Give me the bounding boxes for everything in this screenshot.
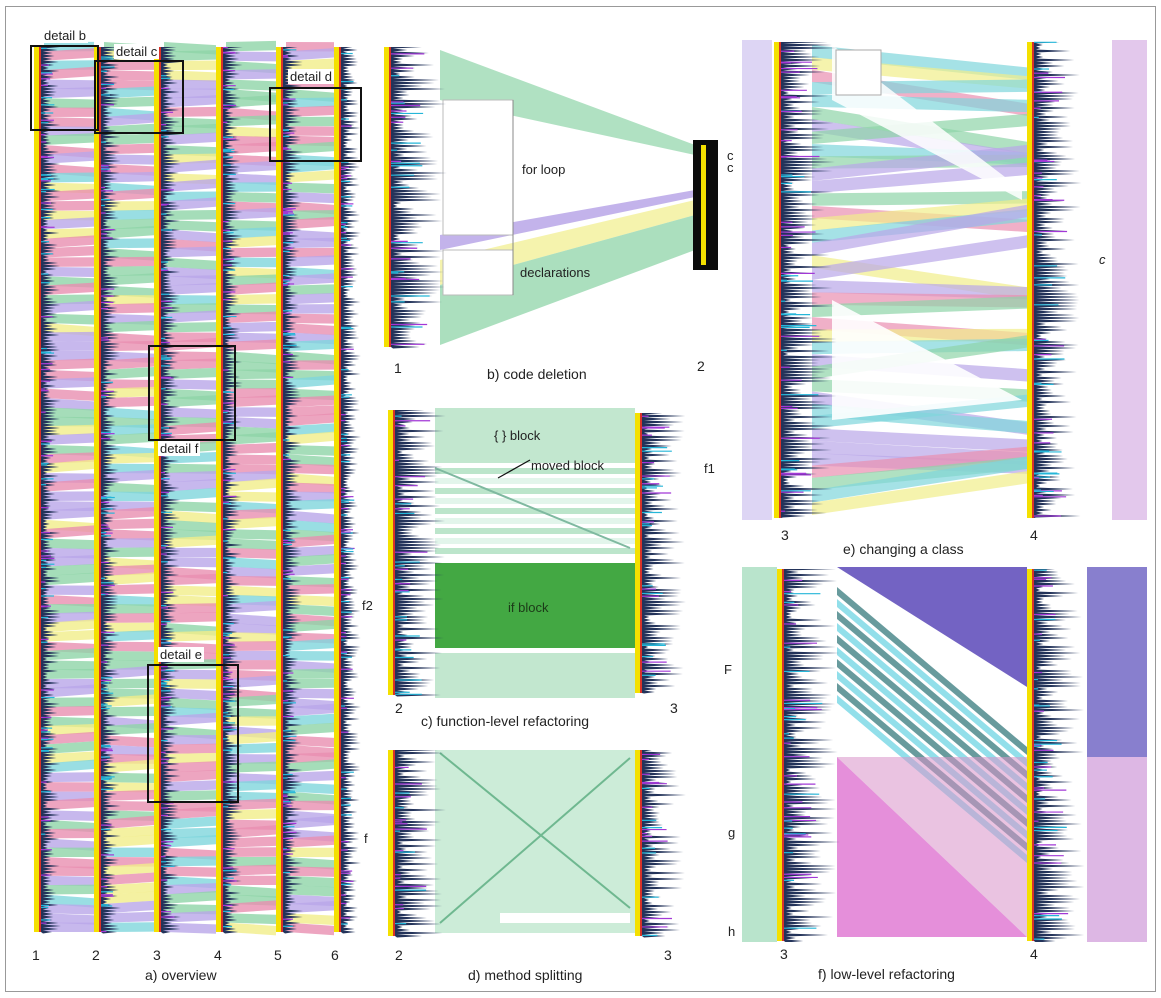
panel-e-side-label-top: c: [727, 148, 734, 163]
detail-d-box[interactable]: [269, 87, 362, 162]
panel-d-side-label-f: f: [364, 831, 368, 846]
overview-column-strip: [94, 47, 121, 934]
panel-b-caption: b) code deletion: [487, 366, 587, 382]
overview-column-label: 1: [32, 947, 40, 963]
overview-column-label: 5: [274, 947, 282, 963]
low-level-refactoring-panel: [742, 567, 1147, 942]
panel-e-caption: e) changing a class: [843, 541, 964, 557]
deletion-right-strip: [693, 140, 718, 270]
overview-flow-bands: [44, 41, 94, 933]
figure-border: [5, 6, 1156, 992]
panel-f-side-label: F: [724, 662, 732, 677]
function-refactoring-panel: [380, 408, 720, 698]
panel-f-caption: f) low-level refactoring: [818, 966, 955, 982]
if-block-annotation: if block: [508, 600, 549, 615]
overview-caption: a) overview: [145, 967, 217, 983]
detail-d-label: detail d: [288, 69, 334, 84]
overview-column-label: 2: [92, 947, 100, 963]
overview-flow-bands: [104, 42, 154, 932]
panel-c-left-label: 2: [395, 700, 403, 716]
panel-b-left-label: 1: [394, 360, 402, 376]
overview-column-strip: [334, 47, 361, 934]
deletion-left-strip: [384, 47, 447, 349]
detail-c-label: detail c: [114, 44, 160, 59]
panel-e-right-label: 4: [1030, 527, 1038, 543]
detail-c-box[interactable]: [94, 60, 184, 134]
class-left-strip: [774, 42, 837, 518]
overview-column-strip: [276, 47, 303, 934]
overview-column-strip: [154, 47, 181, 934]
low-level-refactoring-graphic: [742, 567, 1147, 942]
panel-c-side-label-f2: f2: [362, 598, 373, 613]
panel-e-left-label: 3: [781, 527, 789, 543]
detail-f-box[interactable]: [148, 345, 236, 441]
panel-b-side-label: c: [727, 160, 734, 175]
detail-e-box[interactable]: [147, 664, 239, 803]
refactoring-flow-bands: [434, 408, 635, 698]
for-loop-annotation: for loop: [522, 162, 566, 177]
panel-f-left-label: 3: [780, 946, 788, 962]
splitting-flow-bands: [435, 750, 635, 933]
panel-d-caption: d) method splitting: [468, 967, 583, 983]
detail-e-label: detail e: [158, 647, 204, 662]
detail-b-label: detail b: [42, 28, 88, 43]
splitting-left-strip: [388, 750, 446, 938]
overview-column-label: 4: [214, 947, 222, 963]
refactoring-right-strip: [635, 413, 686, 694]
panel-d-side-label-h: h: [728, 924, 736, 939]
function-refactoring-graphic: [380, 408, 720, 698]
overview-column-strip: [34, 47, 61, 934]
overview-column-strip: [216, 46, 243, 934]
panel-c-caption: c) function-level refactoring: [421, 713, 590, 729]
overview-flow-graphic: [20, 22, 375, 957]
panel-b-right-label: 2: [697, 358, 705, 374]
class-white-regions: [742, 40, 1147, 520]
panel-d-left-label: 2: [395, 947, 403, 963]
deletion-flow-bands: [440, 50, 695, 345]
panel-d-right-label: 3: [664, 947, 672, 963]
panel-f-right-label: 4: [1030, 946, 1038, 962]
declarations-annotation: declarations: [520, 265, 591, 280]
overview-flow-bands: [226, 40, 276, 936]
splitting-right-strip: [635, 750, 686, 938]
overview-column-label: 6: [331, 947, 339, 963]
code-deletion-graphic: [380, 45, 720, 350]
refactoring-left-strip: [388, 410, 446, 697]
block-annotation: { } block: [494, 428, 541, 443]
detail-f-label: detail f: [158, 441, 201, 456]
low-level-left-strip: [777, 569, 840, 942]
method-splitting-panel: [380, 748, 720, 942]
panel-c-side-label-f1: f1: [704, 461, 715, 476]
code-deletion-panel: [380, 45, 720, 350]
panel-c-right-label: 3: [670, 700, 678, 716]
class-right-strip: [1027, 41, 1082, 518]
overview-column-label: 3: [153, 947, 161, 963]
overview-flow-bands: [164, 42, 216, 934]
low-level-flow-bands: [742, 567, 1147, 942]
panel-e-side-label-mid: c: [1099, 252, 1106, 267]
low-level-right-strip: [1027, 569, 1085, 942]
overview-panel: [20, 22, 375, 957]
panel-d-side-label-g: g: [728, 825, 736, 840]
changing-class-graphic: [742, 40, 1147, 522]
changing-class-panel: [742, 40, 1147, 522]
moved-block-annotation: moved block: [531, 458, 604, 473]
method-splitting-graphic: [380, 748, 720, 942]
detail-b-box[interactable]: [30, 45, 99, 131]
